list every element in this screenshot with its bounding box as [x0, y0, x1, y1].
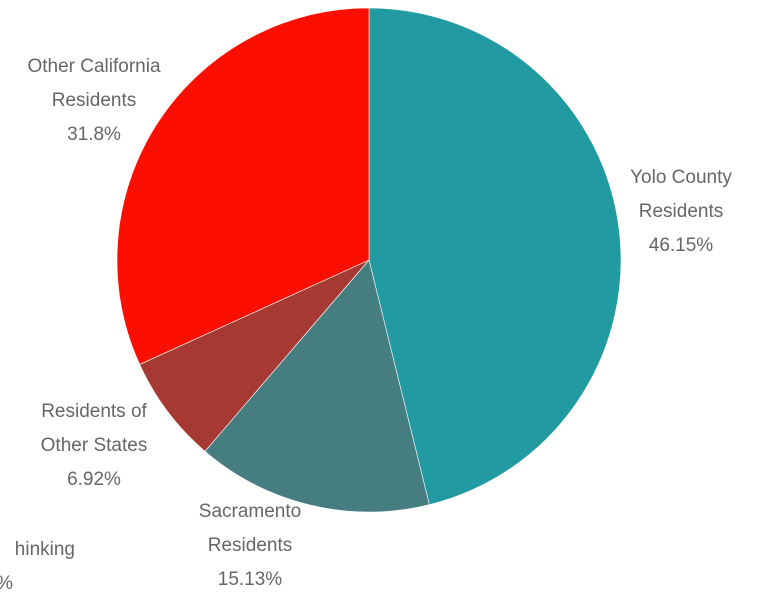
slice-label-line: Other States [41, 435, 148, 456]
slice-label-2: Sacramento Residents 15.13% [199, 501, 301, 590]
slice-label-line: Yolo County [630, 167, 732, 188]
slice-label-1: Yolo County Residents 46.15% [630, 167, 732, 256]
slice-percent-label: 46.15% [649, 235, 714, 256]
slice-label-4: Other California Residents 31.8% [27, 56, 160, 145]
slice-label-line: Other California [27, 56, 160, 77]
slice-label-line: Residents of [41, 401, 147, 422]
pie-slice-1 [368, 7, 622, 506]
slice-percent-label: 6.92% [67, 469, 121, 490]
slice-label-line: Residents [639, 201, 724, 222]
slice-label-line: Residents [208, 535, 293, 556]
pie-slice-4 [116, 7, 370, 365]
partial-label-line: % [0, 573, 13, 592]
slice-label-line: Residents [52, 90, 137, 111]
slice-percent-label: 15.13% [218, 569, 283, 590]
slice-label-line: Sacramento [199, 501, 301, 522]
slice-labels: Yolo County Residents 46.15% Sacramento Resi… [0, 56, 732, 592]
partial-slice-label: hinking% [0, 539, 75, 592]
slice-label-3: Residents of Other States 6.92% [41, 401, 148, 490]
pie-slice-2 [204, 259, 430, 513]
partial-label-line: hinking [15, 539, 75, 560]
pie-slices [116, 7, 622, 513]
slice-percent-label: 31.8% [67, 124, 121, 145]
pie-slice-3 [139, 259, 370, 452]
